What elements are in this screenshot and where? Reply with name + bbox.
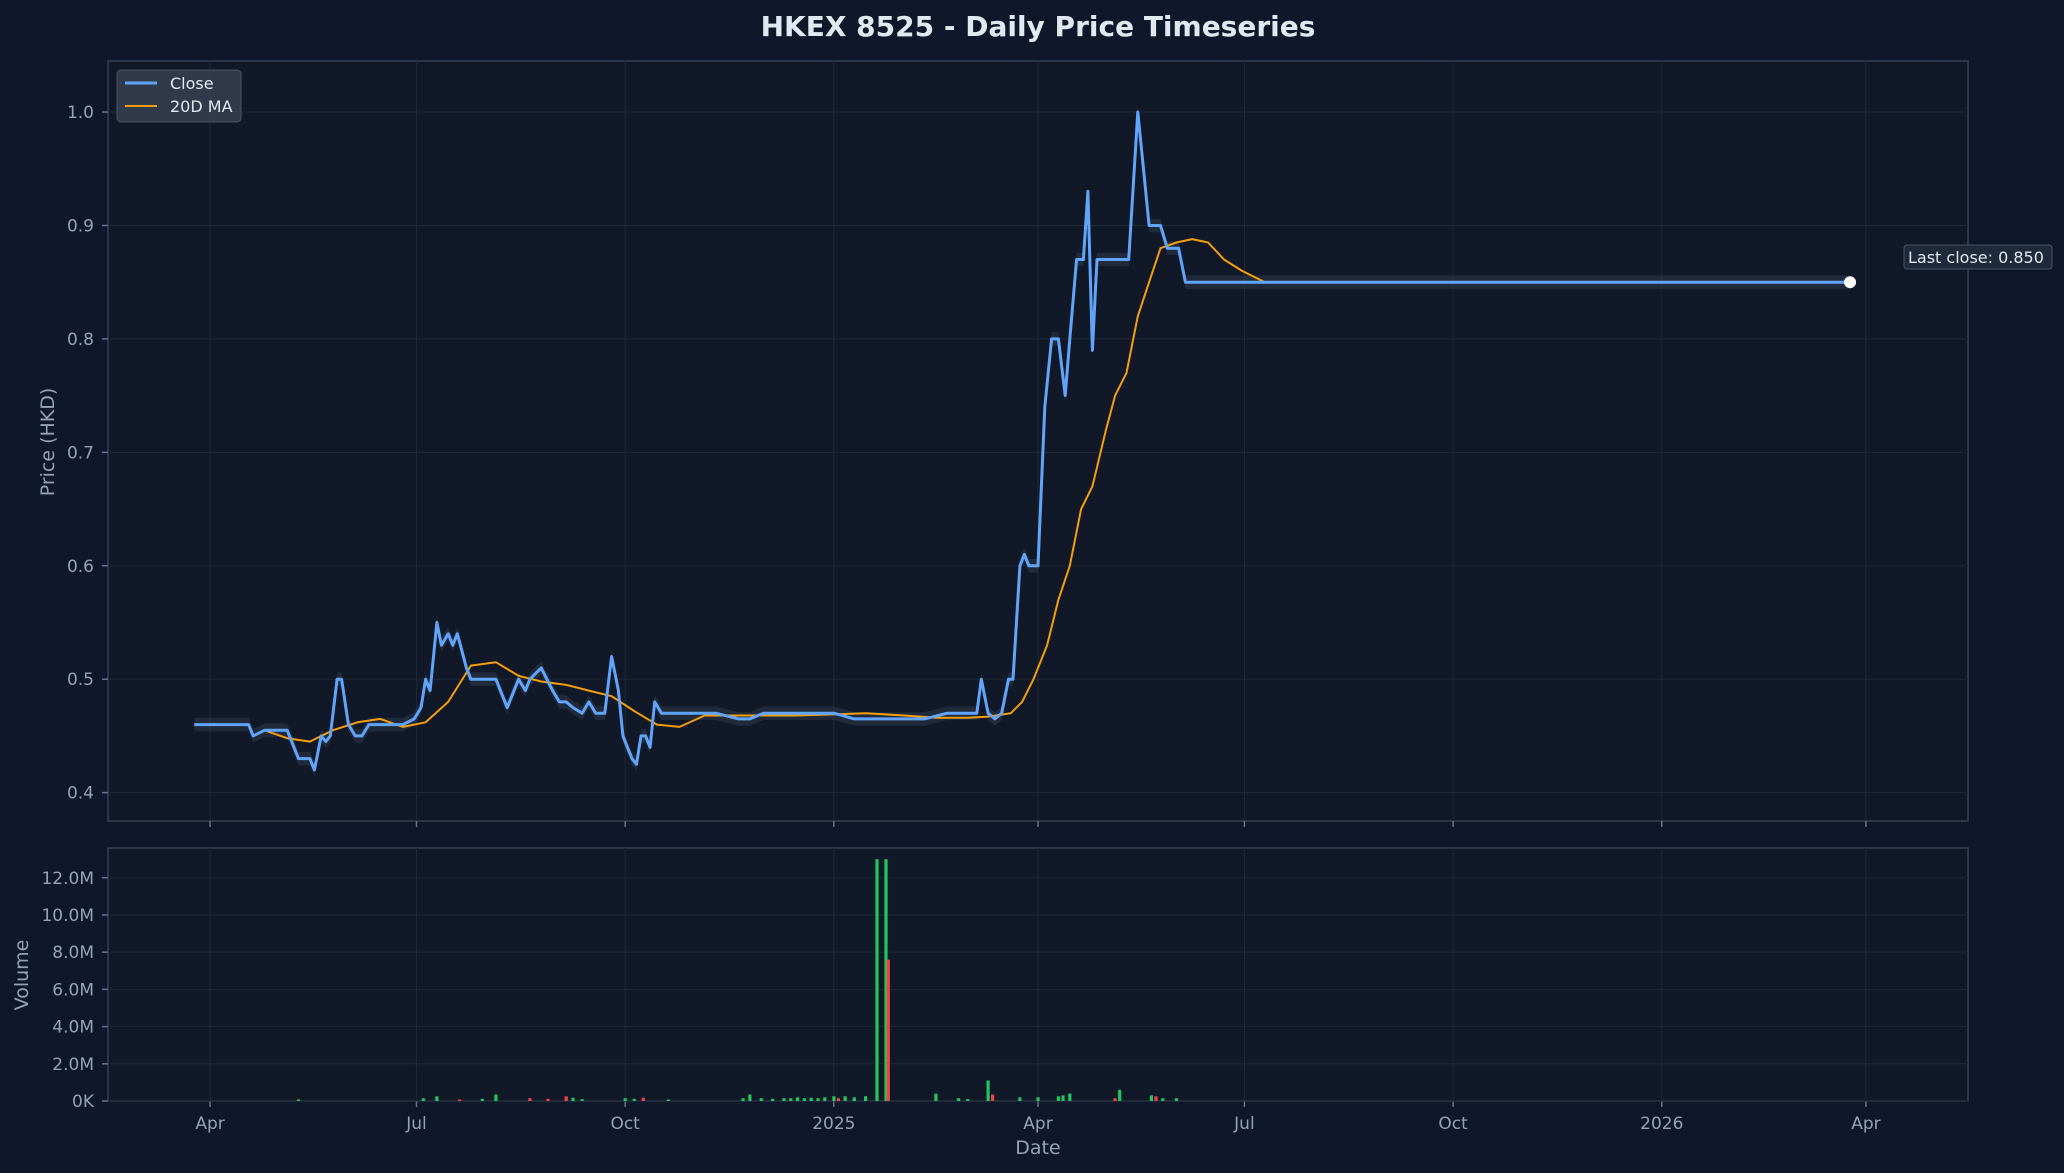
volume-bar [759,1098,763,1101]
volume-bar [796,1097,800,1101]
volume-bar [546,1098,550,1101]
volume-bar [934,1093,938,1101]
volume-bar [1118,1089,1122,1101]
annotation-text: Last close: 0.850 [1908,248,2044,267]
legend: Close 20D MA [116,69,242,123]
volume-bar [823,1097,827,1101]
x-tick-label: 2025 [812,1114,855,1134]
volume-bar [816,1098,820,1101]
volume-y-tick-label: 12.0M [41,869,94,889]
volume-y-tick-label: 10.0M [41,906,94,926]
volume-bar [884,859,888,1101]
volume-bar [1018,1097,1022,1101]
price-y-tick-label: 0.9 [67,216,94,236]
x-tick-label: Apr [1023,1114,1052,1134]
volume-y-tick-label: 8.0M [52,943,94,963]
volume-bar [875,859,879,1101]
annotation-box [1903,244,2053,270]
x-tick-label: 2026 [1640,1114,1683,1134]
volume-y-tick-label: 2.0M [52,1055,94,1075]
volume-bar [1113,1098,1117,1101]
volume-bar [886,959,890,1101]
volume-bar [632,1098,636,1101]
price-y-tick-label: 0.4 [67,784,94,804]
price-grid [108,61,1968,827]
volume-bar [1036,1097,1040,1101]
volume-bar [991,1094,995,1101]
price-y-axis-label: Price (HKD) [37,388,59,497]
chart-title: HKEX 8525 - Daily Price Timeseries [761,10,1316,43]
price-panel: 0.40.50.60.70.80.91.0 Last close: 0.850 … [37,60,2053,827]
volume-bar [802,1098,806,1101]
volume-bar [864,1096,868,1101]
ma-series-line [264,238,1850,743]
volume-bar [1056,1096,1060,1101]
volume-bar [748,1094,752,1101]
volume-bar [843,1096,847,1101]
volume-bar [641,1097,645,1101]
volume-bar [480,1098,484,1101]
volume-bar [1174,1098,1178,1101]
x-tick-label: Jul [1233,1114,1255,1134]
last-close-marker [1844,276,1857,289]
price-y-tick-label: 0.8 [67,330,94,350]
volume-bar [435,1096,439,1101]
volume-y-tick-label: 0K [72,1092,95,1112]
volume-bar [421,1098,425,1101]
volume-y-tick-label: 6.0M [52,980,94,1000]
volume-bar [986,1080,990,1101]
price-y-tick-label: 1.0 [67,103,94,123]
volume-bar [809,1097,813,1101]
volume-bar [623,1098,627,1101]
legend-label-close: Close [170,74,214,93]
volume-bars [296,859,1178,1101]
volume-bar [1154,1096,1158,1101]
volume-bar [564,1096,568,1101]
legend-label-ma: 20D MA [170,97,233,116]
volume-bar [782,1098,786,1101]
volume-bar [1149,1095,1153,1101]
price-y-tick-label: 0.6 [67,557,94,577]
close-series-line [194,110,1850,772]
volume-y-tick-label: 4.0M [52,1018,94,1038]
x-tick-label: Apr [195,1114,224,1134]
volume-bar [494,1094,498,1101]
x-ticks: Apr Jul Oct 2025 Apr Jul Oct 2026 Apr [195,1114,1880,1134]
volume-bar [957,1098,961,1101]
volume-bar [1161,1098,1165,1101]
volume-bar [966,1099,970,1101]
x-tick-label: Jul [405,1114,427,1134]
volume-bar [852,1097,856,1101]
volume-y-ticks: 0K 2.0M 4.0M 6.0M 8.0M 10.0M 12.0M [41,869,108,1112]
volume-y-axis-label: Volume [11,940,33,1011]
volume-bar [1061,1095,1065,1101]
last-close-annotation: Last close: 0.850 [1903,244,2053,270]
price-y-tick-label: 0.7 [67,443,94,463]
volume-bar [528,1098,532,1101]
volume-bar [296,1099,301,1101]
x-tick-label: Apr [1851,1114,1880,1134]
volume-bar [571,1097,575,1101]
volume-bar [458,1099,462,1101]
x-tick-label: Oct [610,1114,640,1134]
volume-bar [789,1098,793,1101]
price-y-tick-label: 0.5 [67,670,94,690]
volume-bar [666,1099,670,1101]
volume-bar [836,1098,840,1101]
volume-bar [580,1099,584,1101]
price-y-ticks: 0.4 0.5 0.6 0.7 0.8 0.9 1.0 [67,103,108,804]
volume-bar [1068,1093,1072,1101]
volume-bar [741,1098,745,1101]
volume-panel: 0K 2.0M 4.0M 6.0M 8.0M 10.0M 12.0M Apr Jul Oct 20… [11,847,1969,1159]
x-axis-label: Date [1015,1137,1060,1159]
volume-bar [832,1096,836,1101]
volume-bar [771,1098,775,1101]
x-tick-label: Oct [1438,1114,1468,1134]
